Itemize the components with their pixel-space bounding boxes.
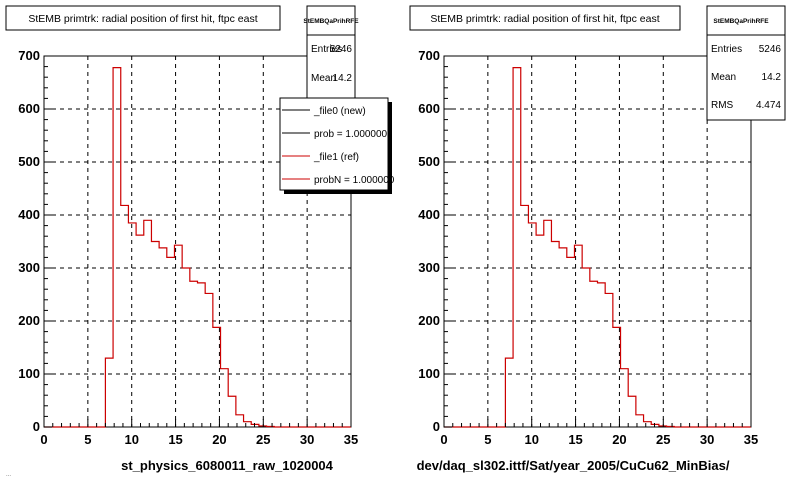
left-x-tick-label: 30 <box>300 432 314 447</box>
left-x-tick-label: 25 <box>256 432 270 447</box>
right-title-box <box>409 5 681 31</box>
right-y-tick-label: 600 <box>418 101 440 116</box>
legend-label-1: prob = 1.000000 <box>314 129 388 140</box>
right-x-tick-label: 20 <box>612 432 626 447</box>
left-stats-value-entries: 5246 <box>330 44 353 55</box>
right-stats-value-rms: 4.474 <box>756 100 781 111</box>
right-y-tick-label: 100 <box>418 366 440 381</box>
right-x-ticks: 0 5 10 15 20 25 30 35 <box>440 419 758 447</box>
right-stats-value-mean: 14.2 <box>762 72 782 83</box>
right-y-ticks: 0 100 200 300 400 500 600 700 <box>418 48 452 434</box>
legend-label-2: _file1 (ref) <box>313 152 359 163</box>
right-stats-box <box>706 5 786 121</box>
left-stats-label-mean: Mean <box>311 73 336 84</box>
left-x-tick-label: 35 <box>344 432 358 447</box>
right-x-tick-label: 35 <box>744 432 758 447</box>
left-x-ticks: 0 5 10 15 20 25 30 35 <box>40 419 358 447</box>
legend-box <box>279 97 389 191</box>
left-y-ticks: 0 100 200 300 400 500 600 700 <box>18 48 52 434</box>
right-histogram-series-0 <box>444 67 751 428</box>
left-x-tick-label: 20 <box>212 432 226 447</box>
left-y-tick-label: 0 <box>33 419 40 434</box>
left-title: StEMB primtrk: radial position of first … <box>28 13 257 25</box>
left-x-tick-label: 10 <box>124 432 138 447</box>
left-stats-name: StEMBQaPrihRFE <box>303 18 359 25</box>
right-y-tick-label: 300 <box>418 260 440 275</box>
right-histogram <box>444 67 751 428</box>
left-y-tick-label: 600 <box>18 101 40 116</box>
left-histogram <box>44 67 351 428</box>
right-y-tick-label: 400 <box>418 207 440 222</box>
right-y-tick-label: 0 <box>433 419 440 434</box>
left-y-tick-label: 400 <box>18 207 40 222</box>
left-title-box <box>5 5 281 31</box>
left-y-tick-label: 700 <box>18 48 40 63</box>
right-y-tick-label: 500 <box>418 154 440 169</box>
left-y-tick-label: 500 <box>18 154 40 169</box>
right-y-tick-label: 700 <box>418 48 440 63</box>
right-x-tick-label: 0 <box>440 432 447 447</box>
left-y-tick-label: 100 <box>18 366 40 381</box>
left-grid <box>44 55 351 427</box>
right-x-tick-label: 10 <box>524 432 538 447</box>
left-x-tick-label: 0 <box>40 432 47 447</box>
left-x-tick-label: 5 <box>84 432 91 447</box>
legend-label-0: _file0 (new) <box>313 106 366 117</box>
right-stats-name: StEMBQaPrihRFE <box>713 18 769 25</box>
right-grid <box>444 55 751 427</box>
right-title: StEMB primtrk: radial position of first … <box>430 13 659 25</box>
left-stats-label-entries: Entries <box>311 44 342 55</box>
left-y-tick-label: 300 <box>18 260 40 275</box>
left-histogram-series-0 <box>44 67 351 428</box>
legend-label-3: probN = 1.000000 <box>314 175 395 186</box>
right-stats-label-rms: RMS <box>711 100 734 111</box>
right-y-tick-label: 200 <box>418 313 440 328</box>
footer-text: ... <box>6 472 11 478</box>
left-x-axis-label: st_physics_6080011_raw_1020004 <box>121 458 334 473</box>
right-x-tick-label: 25 <box>656 432 670 447</box>
right-x-tick-label: 30 <box>700 432 714 447</box>
right-x-tick-label: 5 <box>484 432 491 447</box>
left-panel: 0 100 200 300 400 500 600 700 0 5 10 15 20 25 30 35 St… <box>5 5 395 473</box>
right-stats-label-mean: Mean <box>711 72 736 83</box>
left-x-tick-label: 15 <box>168 432 182 447</box>
right-panel: 0 100 200 300 400 500 600 700 0 5 10 15 20 25 30 35 St… <box>409 5 786 473</box>
left-stats-value-mean: 14.2 <box>333 73 353 84</box>
right-stats-label-entries: Entries <box>711 44 742 55</box>
right-x-axis-label: dev/daq_sl302.ittf/Sat/year_2005/CuCu62_… <box>417 458 730 473</box>
right-plot-frame <box>443 55 752 428</box>
right-stats-value-entries: 5246 <box>759 44 782 55</box>
right-x-tick-label: 15 <box>568 432 582 447</box>
left-y-tick-label: 200 <box>18 313 40 328</box>
